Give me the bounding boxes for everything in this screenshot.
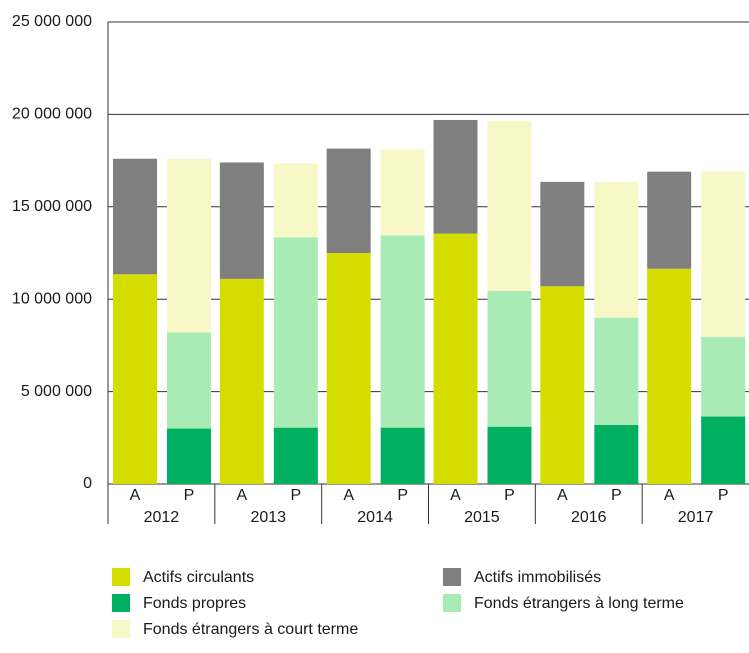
bar-segment (701, 337, 746, 417)
bar-segment (380, 235, 425, 428)
bar-segment (647, 171, 692, 269)
bar-segment (433, 119, 478, 234)
bar-segment (433, 233, 478, 484)
x-tick-label: A (130, 487, 141, 504)
bar-segment (326, 253, 371, 484)
y-tick-label: 25 000 000 (12, 13, 92, 30)
legend-label: Fonds étrangers à long terme (474, 595, 684, 612)
legend-swatch (443, 568, 461, 586)
x-tick-label: P (290, 487, 301, 504)
group-label: 2013 (250, 509, 286, 526)
x-tick-label: A (557, 487, 568, 504)
legend-label: Actifs circulants (143, 569, 254, 586)
bar-segment (167, 158, 211, 333)
x-tick-label: A (236, 487, 247, 504)
bar-segment (113, 274, 157, 484)
group-label: 2015 (464, 509, 500, 526)
legend-label: Fonds propres (143, 595, 246, 612)
legend-label: Fonds étrangers à court terme (143, 621, 358, 638)
legend-swatch (443, 594, 461, 612)
bar-segment (594, 181, 639, 318)
legend-swatch (112, 594, 130, 612)
legend-label: Actifs immobilisés (474, 569, 601, 586)
bar-segment (701, 416, 746, 484)
x-tick-label: P (184, 487, 195, 504)
bar-segment (273, 427, 318, 484)
x-tick-label: P (611, 487, 622, 504)
x-tick-label: P (397, 487, 408, 504)
bar-segment (326, 148, 371, 253)
bar-segment (219, 162, 264, 279)
bar-segment (167, 428, 211, 484)
y-tick-label: 0 (83, 475, 92, 492)
bar-segment (380, 427, 425, 484)
y-tick-label: 20 000 000 (12, 106, 92, 123)
legend-swatch (112, 568, 130, 586)
bar-segment (380, 149, 425, 236)
bar-segment (701, 171, 746, 338)
bar-segment (273, 237, 318, 428)
group-label: 2014 (357, 509, 393, 526)
bar-segment (594, 424, 639, 484)
bar-segment (647, 268, 692, 484)
x-tick-label: P (504, 487, 515, 504)
bar-segment (113, 158, 157, 275)
x-tick-label: A (664, 487, 675, 504)
x-tick-label: A (450, 487, 461, 504)
bar-segment (594, 317, 639, 425)
bar-segment (167, 332, 211, 429)
y-tick-label: 10 000 000 (12, 290, 92, 307)
group-label: 2012 (144, 509, 180, 526)
bar-segment (540, 286, 585, 484)
x-tick-label: P (718, 487, 729, 504)
y-tick-label: 5 000 000 (21, 383, 92, 400)
bar-segment (219, 278, 264, 484)
bar-segment (273, 163, 318, 238)
group-label: 2017 (678, 509, 714, 526)
x-tick-label: A (343, 487, 354, 504)
y-tick-label: 15 000 000 (12, 198, 92, 215)
bar-segment (540, 181, 585, 287)
legend-swatch (112, 620, 130, 638)
group-label: 2016 (571, 509, 607, 526)
bar-segment (487, 120, 532, 291)
bar-segment (487, 426, 532, 484)
bar-segment (487, 290, 532, 427)
